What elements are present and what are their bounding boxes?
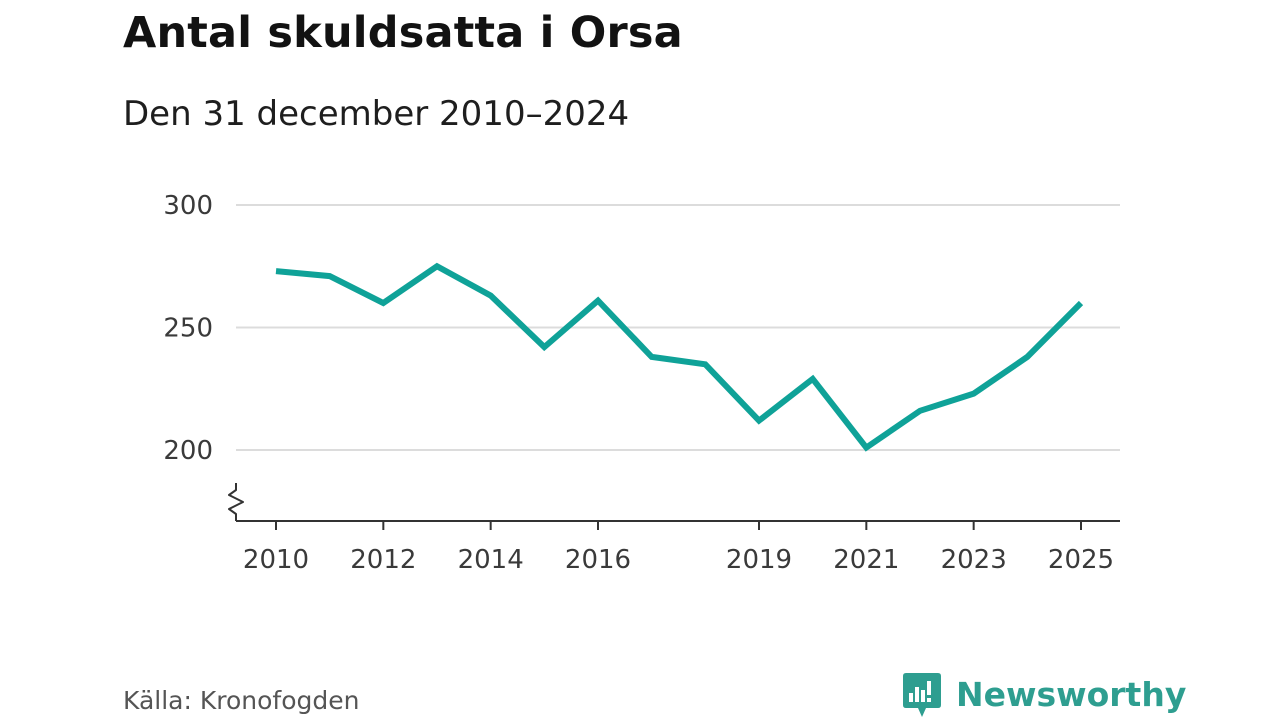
x-tick-label-2012: 2012 [350,545,416,575]
grid-lines [236,204,1120,451]
y-tick-label-200: 200 [163,436,213,466]
y-tick-labels: 200 250 300 [163,191,213,466]
chart-title: Antal skuldsatta i Orsa [123,8,683,58]
chart-subtitle: Den 31 december 2010–2024 [123,94,630,134]
y-tick-label-300: 300 [163,191,213,221]
x-tick-label-2010: 2010 [243,545,309,575]
x-tick-label-2023: 2023 [941,545,1007,575]
brand-name: Newsworthy [956,675,1187,714]
y-tick-label-250: 250 [163,314,213,344]
x-tick-label-2016: 2016 [565,545,631,575]
x-axis [228,483,1120,530]
x-tick-label-2021: 2021 [833,545,899,575]
x-tick-labels: 2010 2012 2014 2016 2019 2021 2023 2025 [243,545,1114,575]
source-note: Källa: Kronofogden [123,686,360,715]
axis-break-marker [228,483,244,521]
newsworthy-icon [903,673,941,717]
x-tick-label-2014: 2014 [458,545,524,575]
series-layer [275,262,1084,452]
brand-logo: Newsworthy [902,670,1186,720]
x-tick-label-2025: 2025 [1048,545,1114,575]
series-line-0 [275,262,1084,452]
x-tick-label-2019: 2019 [726,545,792,575]
